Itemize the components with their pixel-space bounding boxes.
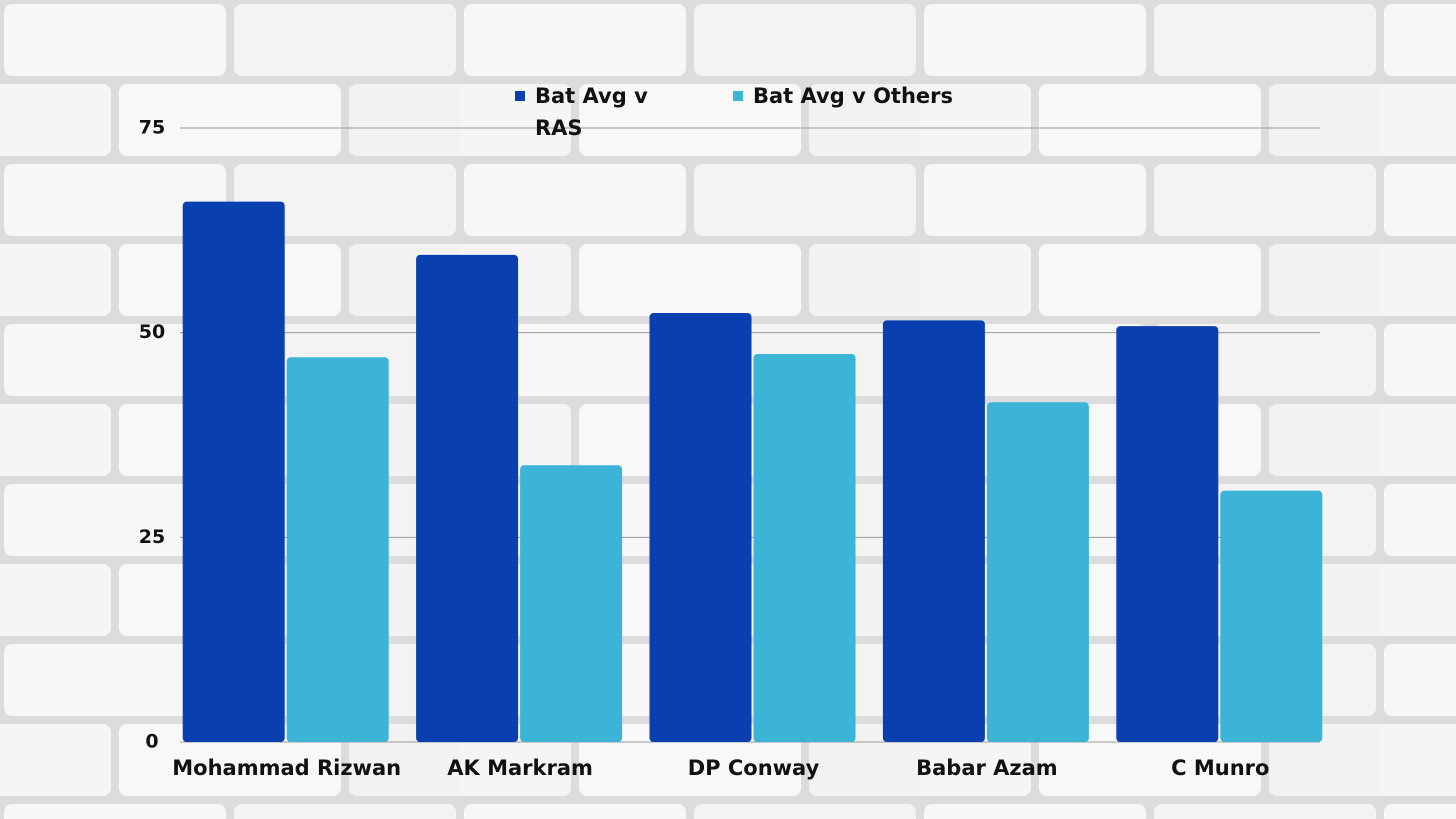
- x-tick-label: DP Conway: [688, 756, 820, 780]
- bar: [1220, 490, 1323, 742]
- bar: [182, 201, 285, 742]
- bar: [986, 402, 1089, 742]
- y-tick-label: 25: [139, 526, 165, 548]
- x-tick-label: Mohammad Rizwan: [172, 756, 401, 780]
- y-tick-label: 75: [139, 117, 165, 139]
- legend-item: Bat Avg v Others: [733, 80, 993, 112]
- x-tick-label: Babar Azam: [916, 756, 1058, 780]
- bar: [520, 465, 623, 742]
- bar: [1116, 326, 1219, 742]
- bar: [753, 353, 856, 742]
- x-tick-label: C Munro: [1171, 756, 1269, 780]
- legend-swatch: [515, 91, 525, 101]
- legend-label: Bat Avg v RAS: [535, 84, 648, 140]
- legend-item: Bat Avg v RAS: [515, 80, 733, 144]
- y-tick-label: 0: [145, 731, 158, 753]
- bar: [649, 313, 752, 742]
- bar: [286, 357, 389, 742]
- bar: [416, 254, 519, 743]
- y-tick-label: 50: [139, 321, 165, 343]
- legend: Bat Avg v RAS Bat Avg v Others: [515, 80, 993, 144]
- x-tick-label: AK Markram: [447, 756, 593, 780]
- legend-swatch: [733, 91, 743, 101]
- bar: [882, 320, 985, 742]
- legend-label: Bat Avg v Others: [753, 84, 954, 108]
